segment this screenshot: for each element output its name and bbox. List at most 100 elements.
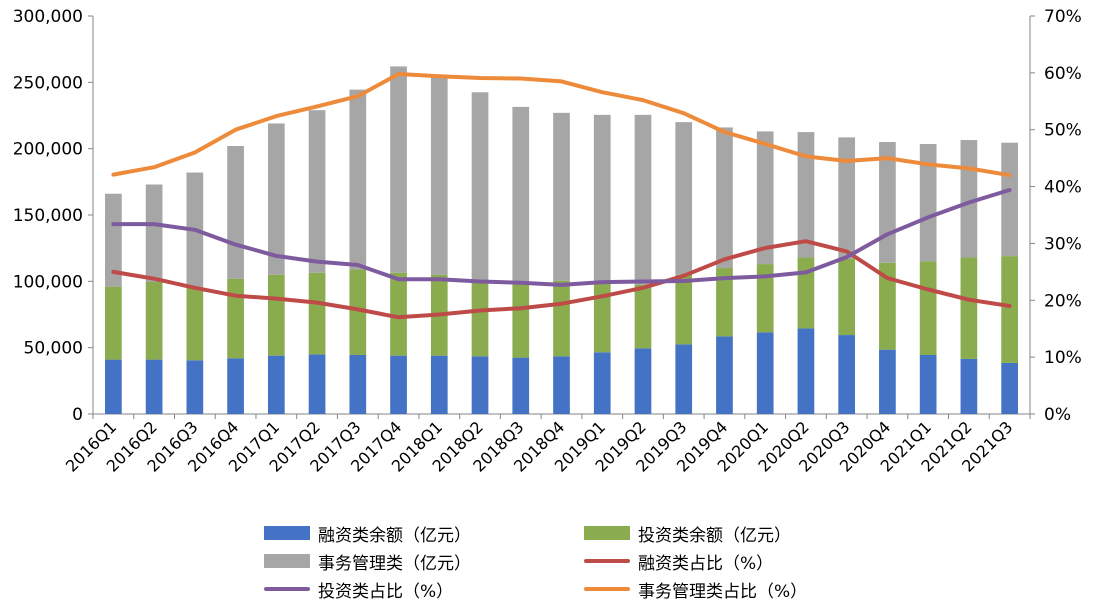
right-tick-label: 10% bbox=[1044, 348, 1082, 368]
right-tick-label: 70% bbox=[1044, 7, 1082, 27]
right-tick-label: 20% bbox=[1044, 291, 1082, 311]
left-tick-label: 300,000 bbox=[13, 7, 83, 27]
bar-transaction-management bbox=[1001, 142, 1018, 257]
bar-financing bbox=[430, 355, 448, 414]
bar-transaction-management bbox=[838, 137, 856, 259]
bar-transaction-management bbox=[919, 144, 937, 262]
right-tick-label: 30% bbox=[1044, 234, 1082, 254]
bar-investment bbox=[308, 272, 326, 355]
bar-financing bbox=[390, 355, 407, 414]
bar-investment bbox=[145, 281, 163, 360]
bar-investment bbox=[186, 286, 204, 361]
bar-transaction-management bbox=[308, 110, 326, 273]
bar-financing bbox=[186, 360, 204, 414]
bar-investment bbox=[919, 261, 937, 355]
bar-transaction-management bbox=[634, 114, 652, 285]
bar-transaction-management bbox=[716, 127, 733, 269]
transaction-share-line bbox=[111, 72, 1012, 178]
bar-financing bbox=[512, 357, 530, 414]
left-tick-label: 200,000 bbox=[13, 140, 83, 160]
bar-financing bbox=[634, 348, 652, 414]
right-tick-label: 50% bbox=[1044, 121, 1082, 141]
legend-label: 事务管理类占比（%） bbox=[638, 581, 808, 602]
bar-transaction-management bbox=[512, 106, 530, 284]
bar-investment bbox=[267, 274, 285, 356]
legend-label: 事务管理类（亿元） bbox=[318, 553, 471, 574]
bar-transaction-management bbox=[145, 184, 163, 282]
bar-transaction-management bbox=[675, 122, 693, 275]
legend-label: 投资类占比（%） bbox=[318, 581, 454, 602]
bar-financing bbox=[227, 358, 244, 414]
bar-investment bbox=[960, 257, 978, 359]
bar-investment bbox=[675, 274, 693, 345]
line-series-group bbox=[111, 72, 1012, 320]
bar-financing bbox=[553, 356, 570, 414]
bar-transaction-management bbox=[349, 89, 367, 270]
right-tick-label: 60% bbox=[1044, 64, 1082, 84]
bar-investment bbox=[390, 272, 407, 356]
legend-swatch bbox=[264, 554, 310, 568]
bar-investment bbox=[716, 268, 733, 337]
left-tick-label: 50,000 bbox=[24, 339, 83, 359]
legend-item-financing-share: 融资类占比（%） bbox=[584, 548, 773, 574]
bar-investment bbox=[227, 278, 244, 359]
bar-financing bbox=[105, 359, 122, 414]
bar-financing bbox=[838, 335, 856, 414]
financing-share-line bbox=[111, 239, 1012, 320]
bar-transaction-management bbox=[430, 76, 448, 275]
bar-financing bbox=[919, 354, 937, 414]
bar-transaction-management bbox=[553, 112, 570, 281]
bar-financing bbox=[349, 354, 367, 414]
bar-investment bbox=[756, 264, 774, 333]
legend-label: 投资类余额（亿元） bbox=[638, 525, 791, 546]
bar-financing bbox=[267, 355, 285, 414]
bar-financing bbox=[960, 358, 978, 414]
investment-share-line bbox=[111, 188, 1012, 287]
legend-label: 融资类占比（%） bbox=[638, 553, 774, 574]
bar-investment bbox=[879, 262, 896, 350]
bar-transaction-management bbox=[105, 193, 122, 287]
right-axis-tick-labels: 0% 10% 20% 30% 40% 50% 60% 70% bbox=[1044, 7, 1082, 425]
left-tick-label: 0 bbox=[72, 405, 83, 425]
bar-transaction-management bbox=[471, 92, 489, 282]
bar-financing bbox=[471, 356, 489, 414]
bar-financing bbox=[145, 359, 163, 414]
bar-transaction-management bbox=[797, 132, 815, 258]
bar-financing bbox=[308, 354, 326, 414]
legend-item-investment-share: 投资类占比（%） bbox=[264, 576, 453, 602]
bar-transaction-management bbox=[227, 146, 244, 279]
bar-financing bbox=[716, 336, 733, 414]
bar-investment bbox=[593, 283, 611, 353]
left-tick-label: 150,000 bbox=[13, 206, 83, 226]
right-tick-label: 0% bbox=[1044, 405, 1071, 425]
bar-investment bbox=[634, 284, 652, 349]
legend-item-investment-balance: 投资类余额（亿元） bbox=[584, 520, 791, 546]
left-axis-tick-labels: 0 50,000 100,000 150,000 200,000 250,000 300,0… bbox=[13, 7, 83, 425]
bar-transaction-management bbox=[756, 131, 774, 265]
legend: 融资类余额（亿元） 投资类余额（亿元） 事务管理类（亿元） 融资类占比（%） 投… bbox=[258, 518, 898, 602]
legend-swatch bbox=[584, 559, 630, 563]
bar-financing bbox=[593, 352, 611, 414]
bar-investment bbox=[838, 258, 856, 336]
legend-swatch bbox=[584, 587, 630, 591]
bar-investment bbox=[512, 283, 530, 358]
bar-transaction-management bbox=[390, 66, 407, 273]
left-tick-label: 100,000 bbox=[13, 272, 83, 292]
left-tick-label: 250,000 bbox=[13, 73, 83, 93]
bar-investment bbox=[1001, 256, 1018, 363]
bar-financing bbox=[756, 332, 774, 414]
bar-investment bbox=[553, 280, 570, 357]
legend-swatch bbox=[584, 526, 630, 540]
bar-investment bbox=[471, 281, 489, 357]
legend-item-financing-balance: 融资类余额（亿元） bbox=[264, 520, 471, 546]
legend-swatch bbox=[264, 526, 310, 540]
bar-transaction-management bbox=[267, 123, 285, 275]
bar-investment bbox=[349, 269, 367, 355]
bar-financing bbox=[879, 349, 896, 414]
legend-item-transaction-management: 事务管理类（亿元） bbox=[264, 548, 471, 574]
legend-swatch bbox=[264, 587, 310, 591]
legend-label: 融资类余额（亿元） bbox=[318, 525, 471, 546]
x-axis-tick-labels: 2016Q12016Q22016Q32016Q42017Q12017Q22017… bbox=[62, 417, 1017, 475]
legend-item-transaction-share: 事务管理类占比（%） bbox=[584, 576, 807, 602]
